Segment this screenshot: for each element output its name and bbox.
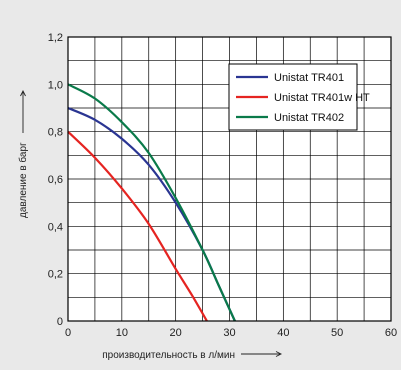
- x-axis-title: производительность в л/мин: [102, 350, 235, 361]
- x-tick-label: 50: [331, 327, 343, 339]
- x-tick-label: 20: [170, 327, 182, 339]
- y-tick-label: 1,2: [48, 32, 63, 44]
- y-tick-label: 0,2: [48, 269, 63, 281]
- x-axis-title-arrow: [241, 351, 283, 357]
- series-line-3: [67, 83, 236, 322]
- y-tick-label: 0,8: [48, 127, 63, 139]
- x-tick-label: 10: [116, 327, 128, 339]
- x-tick-labels: 0 10 20 30 40 50 60: [65, 327, 397, 339]
- x-tick-label: 60: [385, 327, 397, 339]
- legend-label: Unistat TR402: [274, 112, 344, 124]
- y-tick-labels: 0 0,2 0,4 0,6 0,8 1,0 1,2: [48, 32, 63, 328]
- y-tick-label: 0,4: [48, 221, 63, 233]
- y-tick-label: 1,0: [48, 79, 63, 91]
- series-line-2: [67, 130, 208, 322]
- legend-label: Unistat TR401w HT: [274, 92, 370, 104]
- x-tick-label: 0: [65, 327, 71, 339]
- y-axis-title-arrow: [20, 89, 26, 133]
- legend-label: Unistat TR401: [274, 72, 344, 84]
- y-axis-title: давление в барг: [17, 142, 29, 218]
- legend: Unistat TR401 Unistat TR401w HT Unistat TR…: [228, 63, 370, 131]
- series-lines: [67, 83, 236, 322]
- y-tick-label: 0: [57, 316, 63, 328]
- x-tick-label: 40: [277, 327, 289, 339]
- x-tick-label: 30: [223, 327, 235, 339]
- plot-frame: [67, 36, 392, 322]
- y-tick-label: 0,6: [48, 174, 63, 186]
